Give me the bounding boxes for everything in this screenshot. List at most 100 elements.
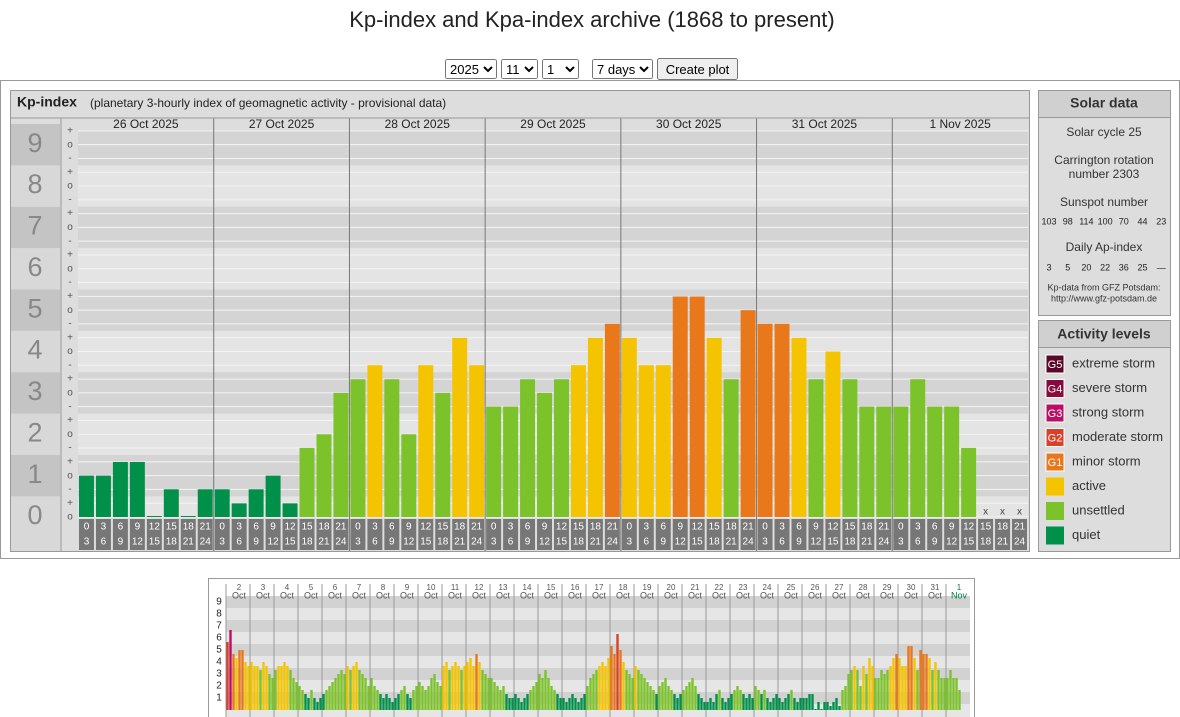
hour-label: 15 xyxy=(301,522,313,533)
bar xyxy=(721,698,724,710)
bar xyxy=(553,689,556,710)
y-minor-label: - xyxy=(68,443,71,454)
day-select[interactable]: 1 xyxy=(542,59,579,79)
bar xyxy=(781,701,784,710)
bar xyxy=(877,677,880,710)
missing-mark: x xyxy=(1000,507,1005,518)
day-number: 23 xyxy=(739,583,748,592)
hour-label: 18 xyxy=(590,522,602,533)
hour-cell xyxy=(282,519,298,550)
bar xyxy=(382,698,385,710)
hour-label: 12 xyxy=(675,537,687,548)
bar xyxy=(292,677,295,710)
bar xyxy=(922,653,925,710)
bar xyxy=(745,698,748,710)
bar xyxy=(307,698,310,710)
day-number: 26 xyxy=(811,583,820,592)
overview-chart: 1234567892Oct3Oct4Oct5Oct6Oct7Oct8Oct9Oc… xyxy=(216,583,970,717)
bar xyxy=(607,658,610,710)
bar xyxy=(367,686,370,710)
bar xyxy=(547,677,550,710)
y-tick-label: 8 xyxy=(216,609,222,620)
y-minor-label: - xyxy=(68,236,71,247)
hour-label: 0 xyxy=(627,522,633,533)
y-minor-label: + xyxy=(67,126,73,137)
y-tick-label: 4 xyxy=(27,335,42,365)
hour-label: 9 xyxy=(406,522,412,533)
hour-label: 0 xyxy=(491,522,497,533)
bar xyxy=(658,686,661,710)
bar xyxy=(733,689,736,710)
hour-label: 21 xyxy=(861,537,873,548)
bar xyxy=(859,406,875,517)
day-month: Oct xyxy=(664,590,679,600)
bar xyxy=(406,694,409,710)
hour-label: 3 xyxy=(898,537,904,548)
bar xyxy=(436,682,439,710)
bar xyxy=(791,337,807,517)
bar xyxy=(928,658,931,710)
y-tick-label: 4 xyxy=(216,657,222,668)
span-select[interactable]: 7 days xyxy=(592,59,653,79)
bar xyxy=(412,689,415,710)
hour-label: 12 xyxy=(946,537,958,548)
legend-label: minor storm xyxy=(1072,453,1141,468)
create-plot-button[interactable]: Create plot xyxy=(657,58,738,80)
y-minor-label: o xyxy=(67,512,73,523)
chart-subtitle: (planetary 3-hourly index of geomagnetic… xyxy=(90,96,446,110)
hour-label: 6 xyxy=(508,537,514,548)
bar xyxy=(661,682,664,710)
hour-label: 18 xyxy=(183,522,195,533)
day-number: 18 xyxy=(619,583,628,592)
hour-label: 3 xyxy=(627,537,633,548)
bar xyxy=(616,634,619,710)
bar xyxy=(826,701,829,710)
hour-label: 9 xyxy=(796,537,802,548)
bar xyxy=(409,698,412,710)
bar xyxy=(643,677,646,710)
hour-cell xyxy=(214,519,230,550)
bar xyxy=(502,686,505,710)
bar xyxy=(757,323,773,517)
bar xyxy=(358,670,361,710)
day-month: Oct xyxy=(688,590,703,600)
bar xyxy=(231,503,247,517)
bar xyxy=(944,406,960,517)
bar xyxy=(688,682,691,710)
bar xyxy=(253,665,256,710)
hour-label: 18 xyxy=(726,522,738,533)
bar xyxy=(313,698,316,710)
month-select[interactable]: 11 xyxy=(501,59,538,79)
bar xyxy=(685,686,688,710)
y-tick-label: 3 xyxy=(216,669,222,680)
solar-text: http://www.gfz-potsdam.de xyxy=(1051,293,1157,303)
bar xyxy=(262,662,265,710)
y-minor-label: + xyxy=(67,167,73,178)
bar xyxy=(340,670,343,710)
hour-label: 9 xyxy=(813,522,819,533)
sunspot-number: 103 xyxy=(1041,216,1056,226)
hour-label: 12 xyxy=(556,522,568,533)
year-select[interactable]: 2025 xyxy=(445,59,497,79)
bar xyxy=(445,662,448,710)
bar xyxy=(271,677,274,710)
bar xyxy=(703,701,706,710)
hour-label: 3 xyxy=(101,522,107,533)
bar xyxy=(580,698,583,710)
hour-label: 6 xyxy=(389,522,395,533)
day-label: 29 Oct 2025 xyxy=(520,117,586,131)
bar xyxy=(364,677,367,710)
bar xyxy=(146,516,162,517)
bar xyxy=(760,694,763,710)
y-label-cell xyxy=(11,248,60,290)
bar xyxy=(316,701,319,710)
hour-cell xyxy=(180,519,196,550)
bar xyxy=(697,694,700,710)
hour-cell xyxy=(554,519,569,550)
day-month: Oct xyxy=(328,590,343,600)
y-minor-label: o xyxy=(67,388,73,399)
hour-label: 21 xyxy=(878,522,890,533)
hour-label: 6 xyxy=(253,522,259,533)
hour-cell xyxy=(842,519,858,550)
y-minor-label: - xyxy=(68,194,71,205)
